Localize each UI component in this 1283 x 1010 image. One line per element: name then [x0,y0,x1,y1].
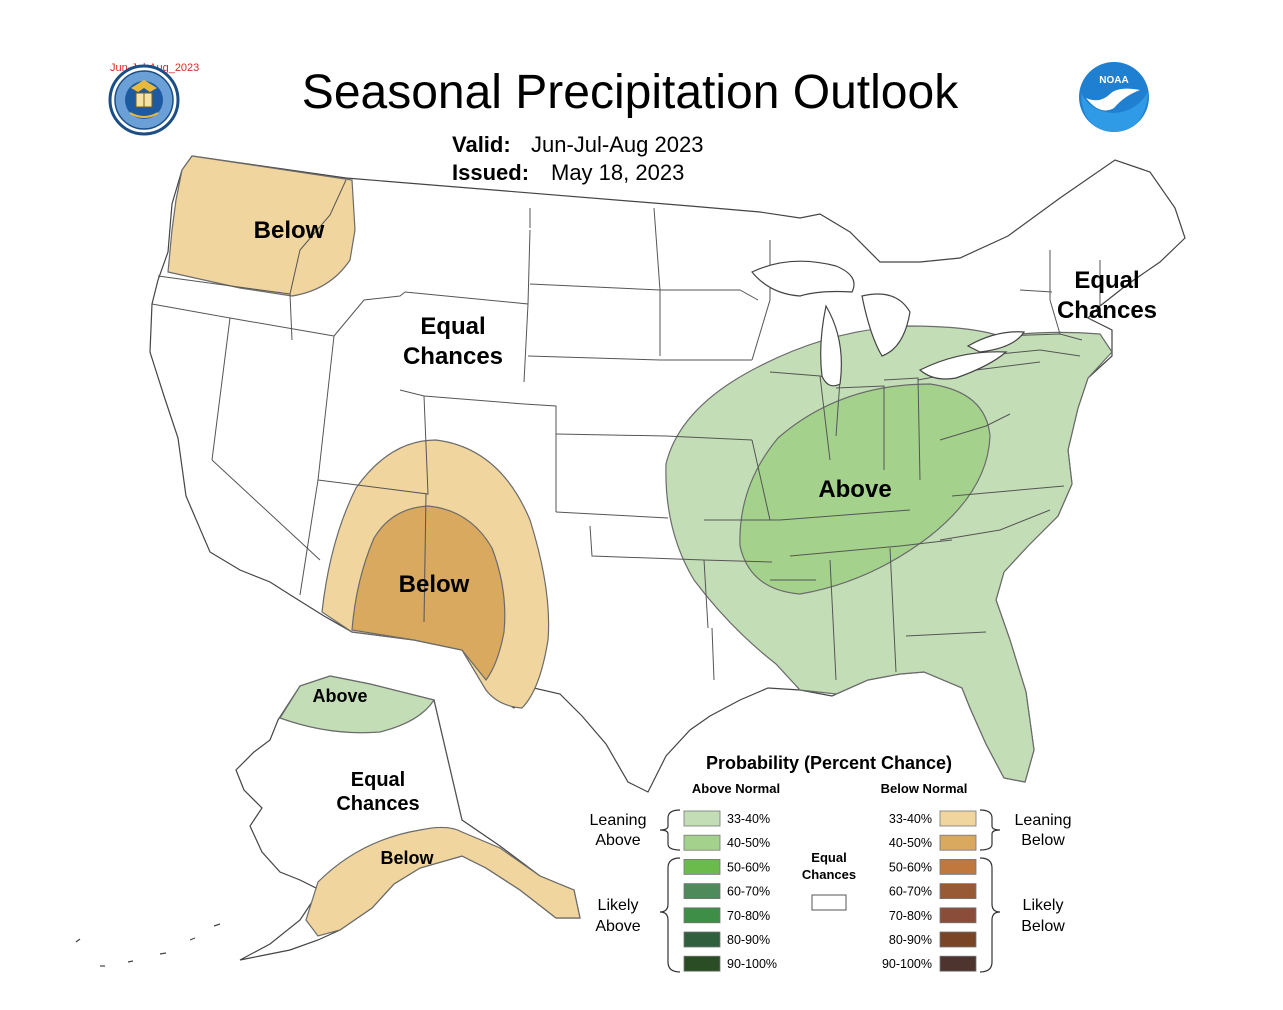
region-northwest-below [167,155,356,297]
legend-below-rows: 33-40% 40-50% 50-60% 60-70% 70-80% 80-90% 90-1… [882,810,977,972]
region-east-above-inner [739,383,991,595]
legend-below-swatch [939,883,977,899]
legend-above-label: 60-70% [727,885,770,899]
legend-above-label: 80-90% [727,933,770,947]
legend: Probability (Percent Chance) Above Norma… [590,753,1072,973]
label-alaska-ec-line2: Chances [336,793,419,815]
legend-below-label: 70-80% [889,909,932,923]
legend-likely-above-line1: Likely [598,897,639,914]
great-lakes [751,260,1026,387]
legend-equal-chances-swatch [811,894,847,911]
legend-likely-above-line2: Above [595,918,640,935]
label-northeast-ec-line2: Chances [1057,297,1157,324]
label-alaska-south-below: Below [380,848,434,868]
label-east-above: Above [818,476,891,503]
legend-above-swatch [683,859,721,875]
label-alaska-ec-line1: Equal [351,769,405,791]
legend-below-swatch [939,859,977,875]
legend-above-swatch [683,834,721,851]
region-alaska-south-below [305,826,581,937]
legend-likely-below-line2: Below [1021,918,1065,935]
bracket-likely-above [659,857,681,973]
legend-below-swatch [939,834,977,851]
legend-below-label: 50-60% [889,860,932,874]
bracket-likely-below [979,857,1001,973]
legend-below-header: Below Normal [881,781,968,796]
noaa-logo-text: NOAA [1099,75,1128,86]
legend-above-swatch [683,955,721,972]
label-alaska-north-above: Above [312,686,367,706]
valid-label: Valid: [452,132,511,157]
legend-above-header: Above Normal [692,781,780,796]
label-northwest-below: Below [254,217,325,244]
legend-above-label: 33-40% [727,812,770,826]
legend-title: Probability (Percent Chance) [706,753,952,773]
legend-above-swatch [683,883,721,899]
legend-above-label: 40-50% [727,836,770,850]
legend-likely-below-line1: Likely [1023,897,1064,914]
legend-below-swatch [939,955,977,972]
legend-below-label: 33-40% [889,812,932,826]
legend-below-swatch [939,810,977,827]
region-southwest-below-inner [351,505,506,681]
legend-above-label: 50-60% [727,860,770,874]
issued-label: Issued: [452,160,529,185]
label-west-ec-line1: Equal [420,313,485,340]
legend-above-rows: 33-40% 40-50% 50-60% 60-70% 70-80% 80-90% 90-1… [683,810,777,972]
legend-above-swatch [683,810,721,827]
legend-below-swatch [939,931,977,948]
issued-value: May 18, 2023 [551,160,684,185]
legend-leaning-below-line2: Below [1021,832,1065,849]
legend-equal-chances-line1: Equal [811,850,846,865]
page-title: Seasonal Precipitation Outlook [302,66,959,119]
legend-leaning-above-line1: Leaning [590,812,647,829]
legend-above-label: 70-80% [727,909,770,923]
label-southwest-below: Below [399,571,470,598]
legend-below-label: 80-90% [889,933,932,947]
legend-below-label: 60-70% [889,885,932,899]
legend-above-swatch [683,907,721,924]
legend-equal-chances-line2: Chances [802,867,856,882]
legend-leaning-below-line1: Leaning [1015,812,1072,829]
bracket-leaning-above [659,809,681,851]
legend-below-label: 40-50% [889,836,932,850]
doc-seal-icon [108,64,180,136]
aleutian-islands [75,923,221,967]
noaa-logo-icon: NOAA [1079,62,1149,132]
label-west-ec-line2: Chances [403,343,503,370]
legend-above-swatch [683,931,721,948]
label-northeast-ec-line1: Equal [1074,267,1139,294]
legend-below-swatch [939,907,977,924]
legend-leaning-above-line2: Above [595,832,640,849]
alaska-boundary-line [433,699,463,821]
legend-above-label: 90-100% [727,957,777,971]
bracket-leaning-below [979,809,1001,851]
valid-value: Jun-Jul-Aug 2023 [531,132,703,157]
legend-below-label: 90-100% [882,957,932,971]
